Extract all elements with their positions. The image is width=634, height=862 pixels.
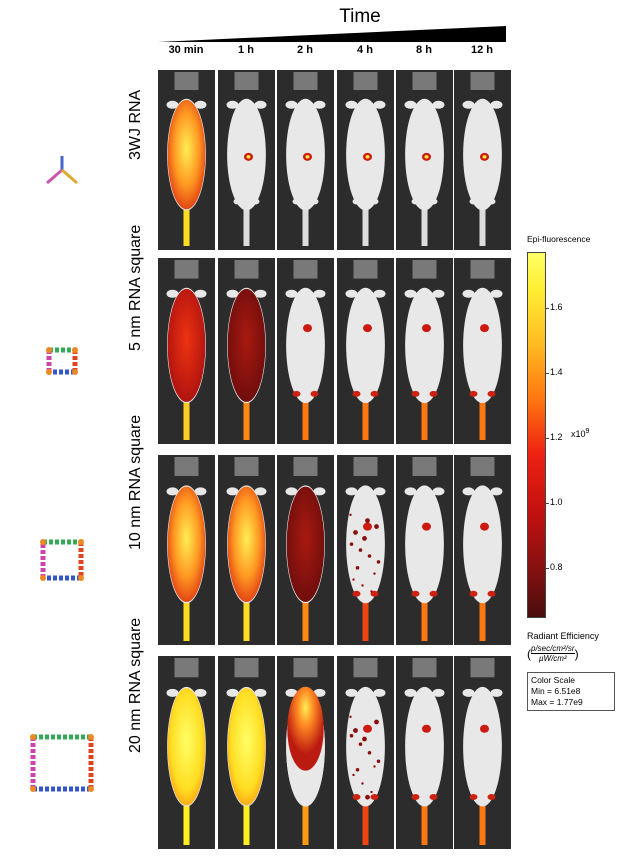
fluorescence-image-panel	[277, 70, 334, 250]
colorbar	[527, 252, 546, 618]
fluorescence-image-panel	[454, 258, 511, 444]
colorbar-tick-mark	[545, 438, 549, 439]
fluorescence-image-panel	[454, 70, 511, 250]
fluorescence-image-panel	[396, 258, 453, 444]
fluorescence-image-panel	[277, 258, 334, 444]
column-label: 1 h	[238, 44, 254, 56]
colorbar-tick-label: 1.2	[550, 432, 563, 442]
fluorescence-image-panel	[396, 70, 453, 250]
fluorescence-image-panel	[337, 258, 394, 444]
colorbar-tick-label: 0.8	[550, 562, 563, 572]
fluorescence-image-panel	[396, 656, 453, 849]
fluorescence-image-panel	[396, 455, 453, 645]
fluorescence-image-panel	[454, 455, 511, 645]
colorbar-exponent: x109	[571, 428, 590, 439]
fluorescence-image-panel	[218, 70, 275, 250]
colorbar-tick-label: 1.6	[550, 302, 563, 312]
colorbar-tick-label: 1.4	[550, 367, 563, 377]
row-label: 10 nm RNA square	[127, 414, 144, 550]
fluorescence-image-panel	[158, 455, 215, 645]
column-label: 30 min	[168, 44, 204, 56]
time-title: Time	[339, 6, 381, 27]
radiant-efficiency-label: Radiant Efficiency	[527, 631, 599, 641]
fluorescence-image-panel	[158, 656, 215, 849]
colorbar-tick-mark	[545, 503, 549, 504]
time-arrow-wedge	[158, 26, 506, 42]
colorbar-title: Epi-fluorescence	[527, 234, 591, 244]
20nm-rna-square-icon	[29, 733, 95, 798]
fluorescence-image-panel	[337, 656, 394, 849]
colorbar-tick-mark	[545, 373, 549, 374]
row-label: 3WJ RNA	[127, 89, 144, 160]
fluorescence-image-panel	[277, 656, 334, 849]
fluorescence-image-panel	[454, 656, 511, 849]
10nm-rna-square-icon	[39, 538, 85, 587]
fluorescence-image-panel	[337, 455, 394, 645]
fluorescence-image-panel	[218, 258, 275, 444]
column-label: 8 h	[416, 44, 432, 56]
5nm-rna-square-icon	[45, 346, 79, 381]
radiant-efficiency-units: ( p/sec/cm²/sr µW/cm² )	[527, 644, 579, 663]
fluorescence-image-panel	[158, 70, 215, 250]
color-scale-max: Max = 1.77e9	[531, 697, 583, 707]
fluorescence-image-panel	[277, 455, 334, 645]
3wj-rna-structure-icon	[44, 154, 80, 191]
color-scale-title: Color Scale	[531, 675, 575, 685]
colorbar-tick-label: 1.0	[550, 497, 563, 507]
colorbar-tick-mark	[545, 568, 549, 569]
color-scale-box: Color Scale Min = 6.51e8 Max = 1.77e9	[527, 672, 615, 711]
column-label: 4 h	[357, 44, 373, 56]
row-label: 5 nm RNA square	[127, 224, 144, 351]
fluorescence-image-panel	[218, 656, 275, 849]
column-label: 2 h	[297, 44, 313, 56]
color-scale-min: Min = 6.51e8	[531, 686, 581, 696]
fluorescence-image-panel	[218, 455, 275, 645]
row-label: 20 nm RNA square	[127, 617, 144, 753]
column-label: 12 h	[470, 44, 493, 56]
fluorescence-image-panel	[337, 70, 394, 250]
colorbar-tick-mark	[545, 308, 549, 309]
fluorescence-image-panel	[158, 258, 215, 444]
